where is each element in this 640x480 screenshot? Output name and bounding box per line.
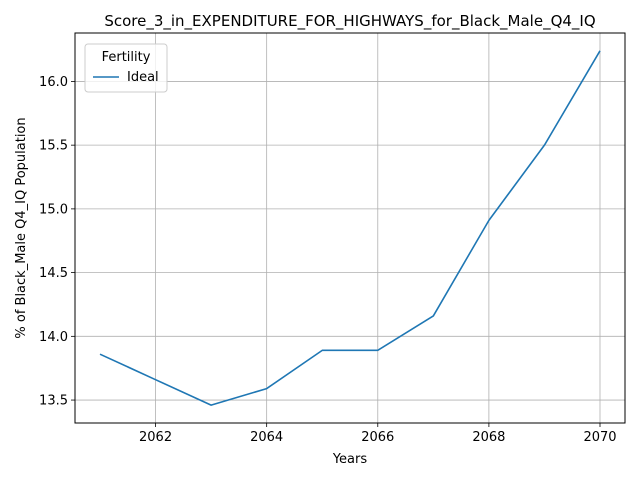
y-tick-label: 13.5 bbox=[39, 394, 68, 409]
x-tick-label: 2068 bbox=[472, 430, 505, 445]
x-tick-label: 2070 bbox=[583, 430, 616, 445]
legend-entry-label: Ideal bbox=[127, 70, 159, 85]
x-axis: 2062 2064 2066 2068 2070 bbox=[139, 423, 617, 445]
legend-title: Fertility bbox=[102, 50, 151, 65]
y-axis-label: % of Black_Male Q4_IQ Population bbox=[14, 117, 29, 338]
legend-entries: Ideal bbox=[93, 70, 159, 85]
y-tick-label: 16.0 bbox=[39, 75, 68, 90]
y-tick-label: 14.5 bbox=[39, 266, 68, 281]
y-axis: 13.5 14.0 14.5 15.0 15.5 16.0 bbox=[39, 75, 75, 409]
x-tick-label: 2062 bbox=[139, 430, 172, 445]
legend: Fertility Ideal bbox=[84, 43, 168, 93]
y-tick-label: 14.0 bbox=[39, 330, 68, 345]
x-axis-label: Years bbox=[332, 452, 368, 467]
series-line bbox=[99, 50, 601, 406]
chart-title: Score_3_in_EXPENDITURE_FOR_HIGHWAYS_for_… bbox=[104, 12, 595, 31]
x-tick-label: 2066 bbox=[361, 430, 394, 445]
y-tick-label: 15.5 bbox=[39, 139, 68, 154]
legend-box bbox=[84, 43, 168, 93]
x-tick-label: 2064 bbox=[250, 430, 283, 445]
y-tick-label: 15.0 bbox=[39, 202, 68, 217]
plot-frame bbox=[74, 32, 626, 424]
series-layer bbox=[99, 50, 601, 406]
